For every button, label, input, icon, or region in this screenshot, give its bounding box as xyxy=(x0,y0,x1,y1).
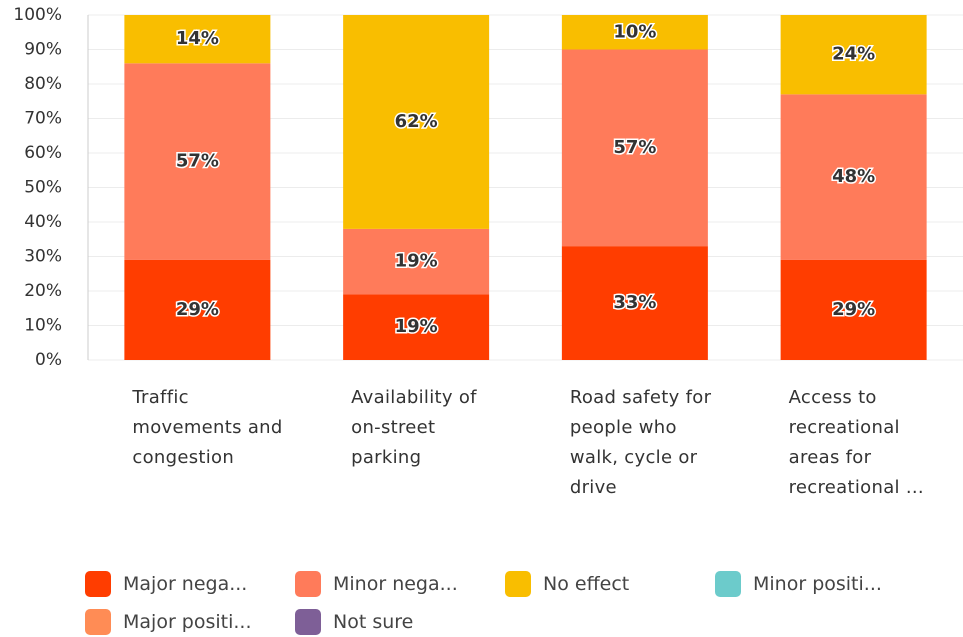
x-tick-label: Availability of on-street parking xyxy=(351,387,477,468)
legend-item: Major nega... xyxy=(85,571,247,597)
legend-swatch xyxy=(85,609,111,635)
y-tick-label: 10% xyxy=(24,316,62,336)
legend-swatch xyxy=(715,571,741,597)
x-tick-label: Traffic movements and congestion xyxy=(132,387,283,468)
data-label: 57% xyxy=(613,137,656,158)
bar-segment xyxy=(780,94,927,260)
data-label: 33% xyxy=(613,292,656,313)
bar-segment xyxy=(124,63,271,260)
data-label: 24% xyxy=(832,44,875,65)
bar-segment xyxy=(343,228,490,295)
y-tick-label: 50% xyxy=(24,178,62,198)
data-label: 57% xyxy=(176,151,219,172)
legend-item: Minor positi... xyxy=(715,571,882,597)
legend-item: No effect xyxy=(505,571,629,597)
legend-swatch xyxy=(295,571,321,597)
data-label: 19% xyxy=(395,316,438,337)
bar-segment xyxy=(124,15,271,64)
data-label: 48% xyxy=(832,166,875,187)
data-label: 62% xyxy=(395,111,438,132)
y-tick-label: 70% xyxy=(24,109,62,129)
legend-label: Minor nega... xyxy=(333,573,458,595)
legend-swatch xyxy=(505,571,531,597)
legend-swatch xyxy=(85,571,111,597)
y-tick-label: 90% xyxy=(24,40,62,60)
bar-segment xyxy=(343,15,490,229)
data-label: 29% xyxy=(832,299,875,320)
legend-item: Minor nega... xyxy=(295,571,458,597)
legend-item: Not sure xyxy=(295,609,413,635)
bars xyxy=(124,15,927,360)
legend-label: Minor positi... xyxy=(753,573,882,595)
y-tick-label: 0% xyxy=(35,350,62,370)
data-label: 19% xyxy=(395,251,438,272)
legend-swatch xyxy=(295,609,321,635)
y-tick-label: 40% xyxy=(24,212,62,232)
legend-label: Not sure xyxy=(333,611,414,633)
bar-segment xyxy=(124,259,271,360)
bar-segment xyxy=(343,294,490,360)
bar-segment xyxy=(561,15,708,50)
legend-label: Major positi... xyxy=(123,611,252,633)
data-label: 29% xyxy=(176,299,219,320)
y-tick-label: 30% xyxy=(24,247,62,267)
labels: 29% 57% 14% 19% 19% 62% 33% 57% 10% 29% 48% 24% xyxy=(174,20,876,339)
legend-item: Major positi... xyxy=(85,609,252,635)
x-tick-label: Road safety for people who walk, cycle o… xyxy=(569,387,712,498)
x-tick-label: Access to recreational areas for recreat… xyxy=(788,387,924,498)
bar-segment xyxy=(561,246,708,360)
y-tick-label: 20% xyxy=(24,281,62,301)
y-tick-label: 100% xyxy=(13,5,62,25)
data-label: 10% xyxy=(613,21,656,42)
y-tick-label: 60% xyxy=(24,143,62,163)
y-tick-label: 80% xyxy=(24,74,62,94)
legend-label: No effect xyxy=(543,573,630,595)
bar-segment xyxy=(780,15,927,95)
data-label: 14% xyxy=(176,28,219,49)
legend-label: Major nega... xyxy=(123,573,248,595)
bar-segment xyxy=(561,49,708,247)
bar-segment xyxy=(780,259,927,360)
